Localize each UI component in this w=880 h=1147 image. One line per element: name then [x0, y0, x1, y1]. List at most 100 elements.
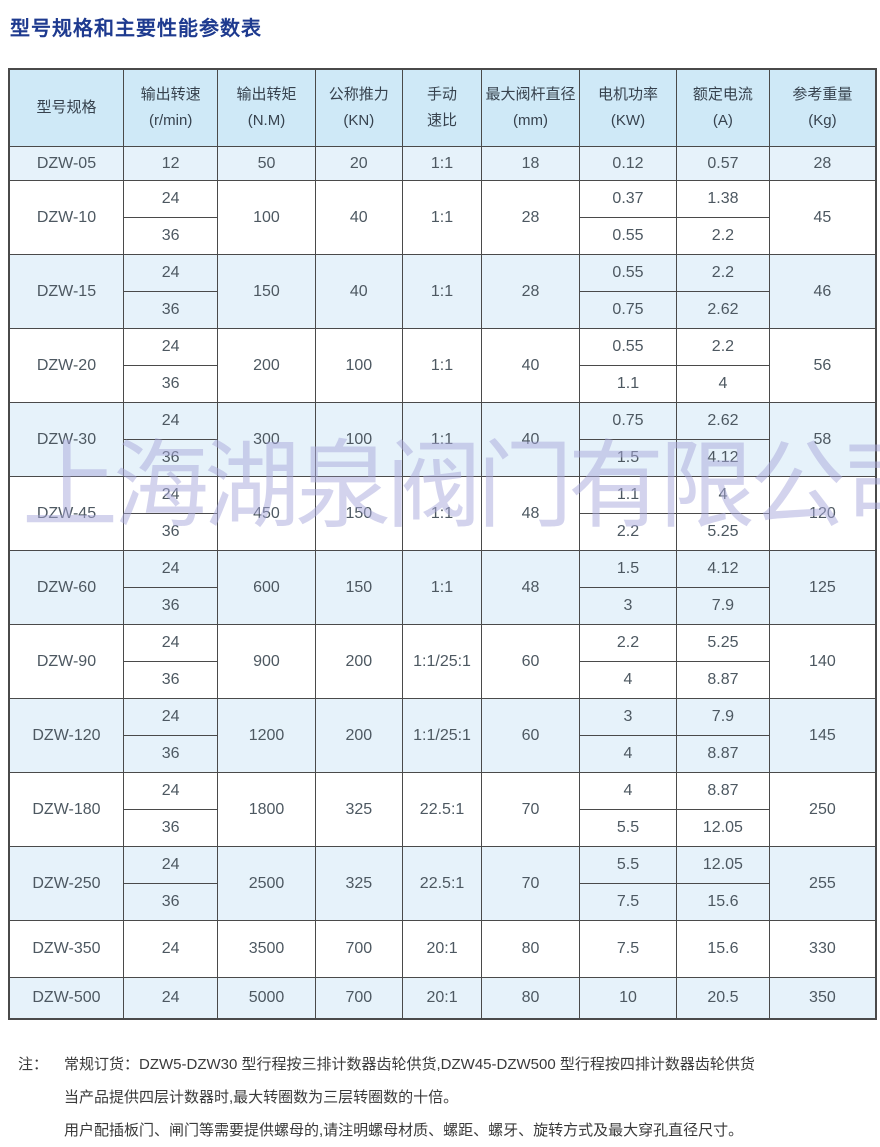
cell-current: 8.87: [676, 735, 770, 773]
cell-thrust: 200: [314, 698, 404, 773]
cell-speed: 24: [122, 920, 219, 978]
cell-current: 1.38: [676, 180, 770, 218]
cell-thrust: 700: [314, 977, 404, 1020]
cell-power: 0.37: [578, 180, 678, 218]
cell-model: DZW-05: [8, 146, 124, 181]
cell-ratio: 1:1/25:1: [402, 698, 482, 773]
cell-power: 0.75: [578, 291, 678, 329]
cell-ratio: 22.5:1: [402, 772, 482, 847]
cell-speed: 24: [122, 328, 219, 366]
cell-thrust: 150: [314, 550, 404, 625]
cell-ratio: 1:1: [402, 146, 482, 181]
cell-weight: 255: [768, 846, 877, 921]
cell-current: 5.25: [676, 624, 770, 662]
cell-current: 4: [676, 476, 770, 514]
cell-current: 2.62: [676, 402, 770, 440]
cell-power: 0.75: [578, 402, 678, 440]
table-row-sub: 36 1.1 4: [9, 365, 876, 403]
table-header: 型号规格 输出转速 (r/min) 输出转矩 (N.M) 公称推力 (KN) 手动 速比 最大阀杆…: [8, 68, 877, 147]
cell-current: 5.25: [676, 513, 770, 551]
cell-stem: 70: [480, 772, 580, 847]
cell-weight: 145: [768, 698, 877, 773]
cell-weight: 125: [768, 550, 877, 625]
cell-speed: 36: [122, 439, 219, 477]
cell-weight: 120: [768, 476, 877, 551]
cell-power: 0.12: [578, 146, 678, 181]
cell-power: 2.2: [578, 513, 678, 551]
column-header-7: 额定电流 (A): [676, 68, 770, 147]
column-header-5: 最大阀杆直径 (mm): [480, 68, 580, 147]
cell-current: 2.62: [676, 291, 770, 329]
cell-current: 15.6: [676, 920, 770, 978]
header-row: 型号规格 输出转速 (r/min) 输出转矩 (N.M) 公称推力 (KN) 手动 速比 最大阀杆…: [8, 68, 877, 147]
header-label: 最大阀杆直径: [485, 86, 576, 103]
cell-stem: 48: [480, 476, 580, 551]
cell-thrust: 40: [314, 180, 404, 255]
table-row-sub: 36 5.5 12.05: [9, 809, 876, 847]
header-unit: 速比: [427, 112, 458, 129]
header-unit: (A): [712, 112, 733, 129]
cell-torque: 300: [217, 402, 316, 477]
cell-weight: 46: [768, 254, 877, 329]
cell-weight: 330: [768, 920, 877, 978]
cell-speed: 24: [122, 550, 219, 588]
table-row: DZW-30 24 300 100 1:1 40 0.75 2.62 58: [8, 402, 877, 477]
note-line: 注： 常规订货：DZW5-DZW30 型行程按三排计数器齿轮供货,DZW45-D…: [18, 1048, 880, 1081]
cell-speed: 24: [122, 254, 219, 292]
spec-table: 型号规格 输出转速 (r/min) 输出转矩 (N.M) 公称推力 (KN) 手动 速比 最大阀杆…: [8, 68, 877, 1020]
cell-stem: 28: [480, 254, 580, 329]
table-row: DZW-250 24 2500 325 22.5:1 70 5.5 12.05 255: [8, 846, 877, 921]
header-unit: (N.M): [247, 112, 286, 129]
table-row-sub: 36 0.55 2.2: [9, 217, 876, 255]
table-row-sub: 36 7.5 15.6: [9, 883, 876, 921]
cell-model: DZW-180: [8, 772, 124, 847]
cell-power: 2.2: [578, 624, 678, 662]
cell-stem: 40: [480, 402, 580, 477]
cell-thrust: 200: [314, 624, 404, 699]
table-row: DZW-60 24 600 150 1:1 48 1.5 4.12 125: [8, 550, 877, 625]
note-line: 当产品提供四层计数器时,最大转圈数为三层转圈数的十倍。: [64, 1089, 459, 1106]
cell-speed: 24: [122, 624, 219, 662]
cell-model: DZW-500: [8, 977, 124, 1020]
cell-current: 4.12: [676, 439, 770, 477]
cell-ratio: 20:1: [402, 920, 482, 978]
cell-stem: 60: [480, 624, 580, 699]
cell-weight: 28: [768, 146, 877, 181]
cell-current: 2.2: [676, 254, 770, 292]
cell-stem: 18: [480, 146, 580, 181]
table-row: DZW-500 24 5000 700 20:1 80 10 20.5 350: [8, 977, 877, 1020]
cell-thrust: 100: [314, 402, 404, 477]
cell-speed: 36: [122, 217, 219, 255]
cell-power: 3: [578, 587, 678, 625]
cell-speed: 36: [122, 735, 219, 773]
cell-speed: 24: [122, 977, 219, 1020]
cell-power: 0.55: [578, 217, 678, 255]
cell-current: 7.9: [676, 698, 770, 736]
table-row: DZW-90 24 900 200 1:1/25:1 60 2.2 5.25 140: [8, 624, 877, 699]
cell-power: 1.1: [578, 365, 678, 403]
cell-torque: 50: [217, 146, 316, 181]
table-row: DZW-10 24 100 40 1:1 28 0.37 1.38 45: [8, 180, 877, 255]
header-label: 参考重量: [792, 86, 853, 103]
cell-ratio: 1:1: [402, 550, 482, 625]
cell-model: DZW-30: [8, 402, 124, 477]
cell-ratio: 20:1: [402, 977, 482, 1020]
table-row: DZW-120 24 1200 200 1:1/25:1 60 3 7.9 145: [8, 698, 877, 773]
column-header-0: 型号规格: [8, 68, 124, 147]
cell-power: 7.5: [578, 920, 678, 978]
cell-current: 8.87: [676, 661, 770, 699]
table-row-sub: 36 4 8.87: [9, 735, 876, 773]
cell-speed: 24: [122, 476, 219, 514]
cell-thrust: 700: [314, 920, 404, 978]
cell-thrust: 325: [314, 772, 404, 847]
cell-power: 5.5: [578, 846, 678, 884]
cell-speed: 36: [122, 883, 219, 921]
cell-speed: 24: [122, 846, 219, 884]
note-prefix: 注：: [18, 1056, 49, 1073]
cell-ratio: 22.5:1: [402, 846, 482, 921]
cell-current: 4: [676, 365, 770, 403]
cell-stem: 80: [480, 920, 580, 978]
column-header-2: 输出转矩 (N.M): [217, 68, 316, 147]
table-row-sub: 36 3 7.9: [9, 587, 876, 625]
